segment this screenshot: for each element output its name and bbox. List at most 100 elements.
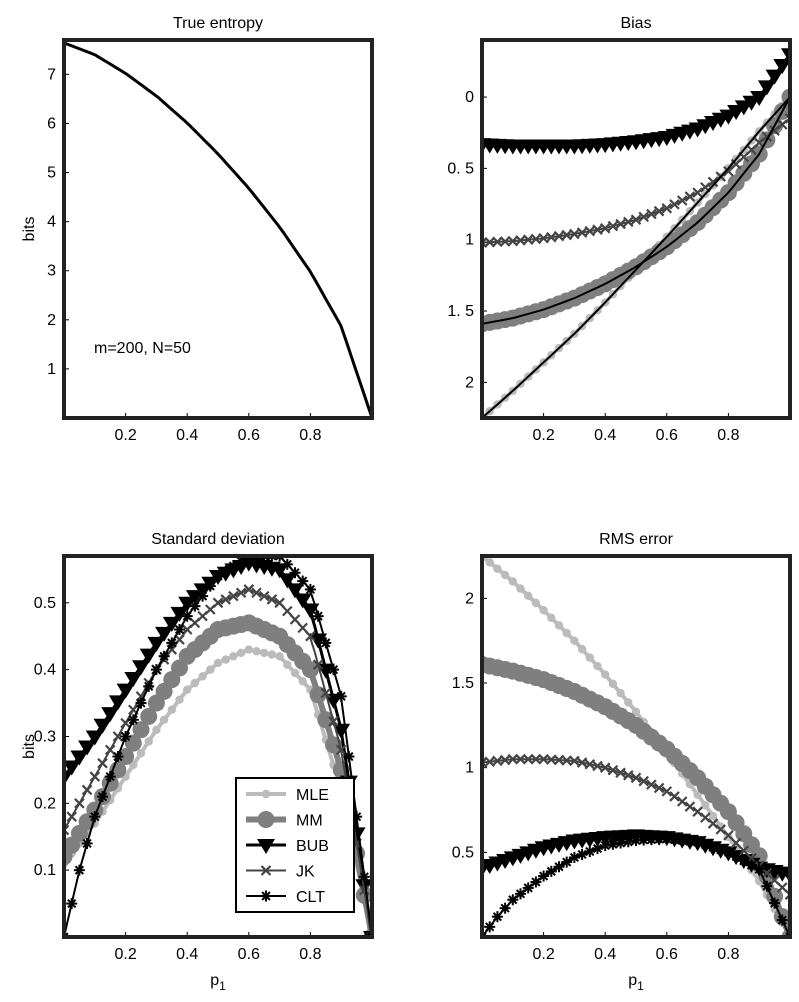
data-point	[676, 195, 688, 206]
data-point	[781, 868, 790, 884]
data-point	[599, 762, 611, 773]
data-point	[562, 628, 571, 638]
data-point	[707, 818, 719, 829]
data-point	[753, 137, 765, 148]
data-point	[89, 771, 101, 782]
chart-title: Standard deviation	[151, 531, 284, 548]
data-point	[669, 791, 680, 802]
series-line	[482, 661, 790, 937]
data-point	[607, 764, 619, 776]
y-axis-label: bits	[21, 217, 38, 242]
data-point	[622, 836, 634, 848]
data-point	[630, 214, 642, 226]
data-point	[140, 707, 158, 725]
y-tick-label: 4	[47, 214, 56, 231]
data-point	[769, 897, 781, 909]
data-point	[757, 80, 776, 96]
data-point	[638, 211, 649, 223]
data-point	[335, 690, 347, 702]
data-point	[530, 753, 542, 765]
plot-area	[482, 556, 790, 937]
data-point	[181, 610, 193, 622]
data-point	[599, 840, 611, 852]
data-point	[204, 580, 216, 592]
data-point	[599, 223, 611, 234]
data-point	[190, 678, 200, 688]
x-tick-label: 0.8	[717, 427, 739, 444]
data-point	[144, 737, 153, 746]
data-point	[631, 707, 641, 716]
legend-entry-clt: CLT	[246, 889, 325, 906]
data-point	[104, 771, 116, 783]
data-point	[584, 225, 596, 237]
data-point	[730, 851, 742, 863]
legend-label: MM	[296, 813, 323, 830]
y-tick-label: 2	[465, 374, 474, 391]
chart-true-entropy: True entropy 0.2 0.4 0.6 0.8 1 2 3 4 5 6 7 bits m=200…	[21, 15, 374, 444]
y-tick-label: 5	[47, 165, 56, 182]
y-tick-label: 0.3	[34, 728, 56, 745]
annotation: m=200, N=50	[94, 340, 191, 357]
data-point	[251, 587, 262, 599]
data-point	[243, 556, 255, 562]
series-bub	[482, 48, 790, 155]
data-point	[289, 614, 301, 625]
data-point	[108, 695, 127, 711]
data-point	[730, 837, 742, 849]
data-point	[607, 220, 619, 232]
data-point	[592, 760, 603, 772]
series-center-line	[482, 96, 790, 418]
x-tick-label: 0.6	[656, 946, 678, 963]
data-point	[104, 744, 116, 756]
data-point	[616, 688, 625, 698]
data-point	[761, 880, 773, 892]
data-point	[773, 58, 790, 74]
data-point	[312, 610, 324, 622]
data-point	[221, 655, 230, 664]
data-point	[645, 834, 657, 846]
data-point	[615, 837, 627, 849]
data-point	[252, 647, 261, 656]
y-tick-label: 1	[465, 232, 474, 249]
chart-title: Bias	[620, 15, 651, 32]
data-point	[676, 796, 688, 807]
y-tick-label: 2	[47, 312, 56, 329]
data-point	[150, 664, 162, 676]
series-line	[64, 41, 372, 418]
data-point	[765, 69, 784, 85]
data-point	[266, 594, 278, 605]
data-point	[646, 208, 657, 220]
data-point	[784, 889, 790, 900]
legend-marker	[260, 865, 272, 876]
data-point	[183, 685, 192, 694]
y-axis-label: bits	[21, 734, 38, 759]
data-point	[78, 740, 97, 756]
data-point	[715, 824, 726, 835]
plot-area	[482, 48, 790, 418]
data-point	[661, 203, 673, 214]
data-point	[781, 48, 790, 64]
data-point	[206, 665, 215, 674]
data-point	[293, 593, 312, 609]
data-point	[499, 902, 511, 914]
data-point	[592, 224, 603, 235]
y-tick-label: 2	[465, 590, 474, 607]
data-point	[624, 698, 633, 707]
data-point	[64, 931, 70, 937]
data-point	[275, 652, 284, 661]
data-point	[312, 659, 324, 670]
data-point	[738, 855, 750, 867]
data-point	[305, 630, 316, 642]
data-point	[545, 865, 557, 877]
data-point	[227, 560, 239, 572]
data-point	[162, 616, 181, 632]
y-tick-label: 6	[47, 115, 56, 132]
data-point	[507, 753, 519, 765]
data-point	[638, 775, 649, 787]
data-point	[297, 622, 308, 634]
data-point	[112, 751, 124, 763]
legend-marker	[261, 789, 271, 799]
axes-frame	[480, 554, 792, 939]
data-point	[738, 845, 750, 856]
data-point	[630, 772, 642, 784]
